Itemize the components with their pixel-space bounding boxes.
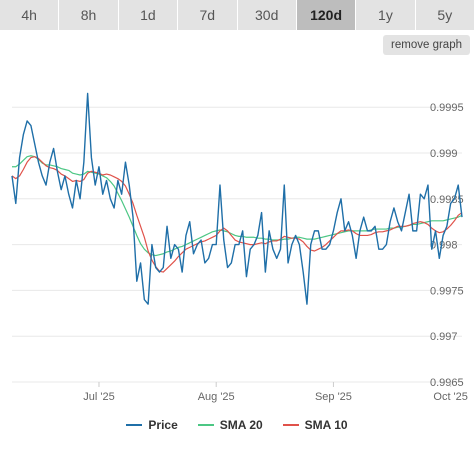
legend-item-sma20[interactable]: SMA 20	[197, 418, 263, 432]
y-tick-label: 0.9995	[430, 102, 464, 114]
x-tick-label: Jul '25	[83, 391, 114, 403]
tab-1y[interactable]: 1y	[356, 0, 416, 30]
legend: Price SMA 20 SMA 10	[0, 418, 474, 432]
y-tick-label: 0.998	[430, 240, 458, 252]
tab-30d[interactable]: 30d	[237, 0, 297, 30]
tab-120d[interactable]: 120d	[296, 0, 357, 30]
y-tick-label: 0.999	[430, 148, 458, 160]
y-tick-label: 0.9965	[430, 377, 464, 389]
y-tick-label: 0.997	[430, 331, 458, 343]
tab-8h[interactable]: 8h	[59, 0, 119, 30]
x-tick-label: Oct '25	[433, 391, 468, 403]
timeframe-tabs: 4h 8h 1d 7d 30d 120d 1y 5y	[0, 0, 474, 30]
legend-swatch	[197, 424, 214, 426]
series-line-sma20	[12, 155, 463, 257]
series-line-price	[11, 92, 463, 305]
y-tick-label: 0.9975	[430, 285, 464, 297]
x-tick-label: Aug '25	[198, 391, 235, 403]
tab-1d[interactable]: 1d	[118, 0, 179, 30]
price-chart: 0.99650.9970.99750.9980.99850.9990.9995 …	[11, 92, 468, 403]
x-axis-ticks: Jul '25 Aug '25 Sep '25 Oct '25	[83, 382, 468, 403]
series-lines	[11, 92, 463, 305]
series-line-sma10	[11, 156, 463, 273]
tab-7d[interactable]: 7d	[178, 0, 238, 30]
y-axis-ticks: 0.9965 0.997 0.9975 0.998 0.9985 0.999 0.9995	[430, 102, 464, 389]
remove-graph-button[interactable]: remove graph	[383, 35, 470, 55]
tab-4h[interactable]: 4h	[0, 0, 60, 30]
legend-swatch	[282, 424, 299, 426]
legend-label: SMA 20	[219, 418, 263, 432]
y-tick-label: 0.9985	[430, 194, 464, 206]
legend-item-price[interactable]: Price	[126, 418, 178, 432]
x-tick-label: Sep '25	[315, 391, 352, 403]
legend-item-sma10[interactable]: SMA 10	[282, 418, 348, 432]
legend-label: SMA 10	[304, 418, 348, 432]
legend-swatch	[126, 424, 143, 426]
tab-5y[interactable]: 5y	[415, 0, 474, 30]
legend-label: Price	[148, 418, 178, 432]
